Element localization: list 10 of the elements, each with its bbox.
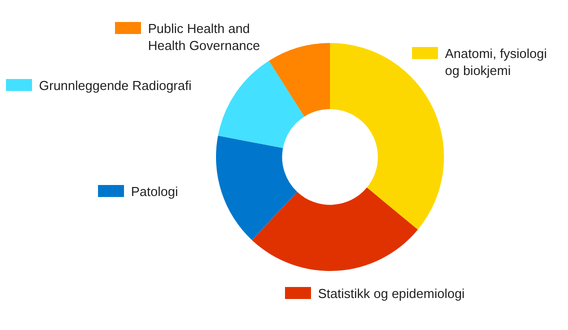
legend-label: Grunnleggende Radiografi <box>39 78 192 93</box>
legend-label: Public Health and Health Governance <box>148 21 260 53</box>
donut-slice <box>216 136 298 240</box>
donut-slice <box>252 188 418 271</box>
donut-slice <box>330 43 444 230</box>
legend-label: Anatomi, fysiologi og biokjemi <box>445 46 547 78</box>
donut-slice <box>218 60 304 148</box>
legend-label: Patologi <box>131 184 178 199</box>
legend-label: Statistikk og epidemiologi <box>318 286 465 301</box>
donut-slice <box>268 43 330 117</box>
